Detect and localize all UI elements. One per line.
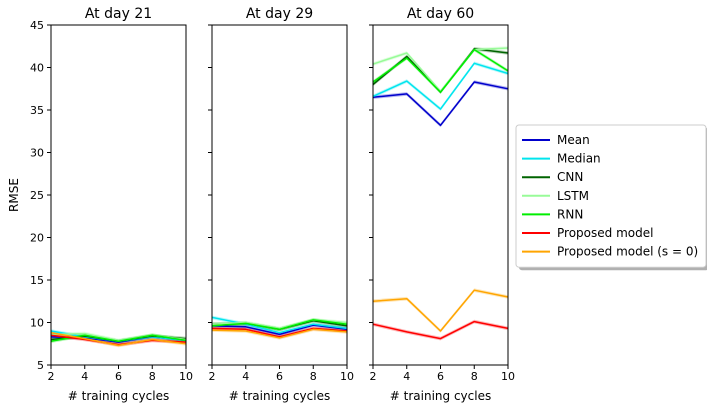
series-line — [211, 316, 348, 334]
x-tick-label: 10 — [340, 370, 354, 383]
series-band — [51, 331, 186, 343]
x-tick-label: 8 — [471, 370, 478, 383]
legend-label: CNN — [557, 170, 583, 184]
panel-1: At day 21 2 4 6 8 10 # training cycles 5 10 15 20 2… — [30, 6, 193, 403]
y-tick-label: 10 — [30, 317, 44, 330]
y-tick-label: 5 — [37, 359, 44, 372]
y-tick-label: 45 — [30, 19, 44, 32]
series-line — [372, 62, 509, 110]
x-tick-label: 4 — [403, 370, 410, 383]
series-group — [211, 315, 348, 340]
plot-frame — [50, 24, 187, 366]
y-tick-label: 20 — [30, 232, 44, 245]
y-axis-label: RMSE — [7, 178, 21, 212]
series-line — [211, 324, 348, 336]
series-line — [50, 331, 187, 347]
series-band — [373, 80, 508, 128]
y-tick-label: 35 — [30, 104, 44, 117]
legend-label: RNN — [557, 207, 583, 221]
x-tick-label: 2 — [48, 370, 55, 383]
x-axis-label: # training cycles — [68, 389, 169, 403]
series-line — [211, 327, 348, 338]
y-tick-label: 40 — [30, 62, 44, 75]
plot-frame — [211, 24, 348, 366]
legend-label: Proposed model (s = 0) — [557, 245, 698, 259]
x-tick-label: 10 — [501, 370, 515, 383]
legend-label: Proposed model — [557, 226, 653, 240]
legend-label: Mean — [557, 133, 590, 147]
panels-layer: At day 21 2 4 6 8 10 # training cycles 5 10 15 20 2… — [30, 6, 515, 403]
x-axis-label: # training cycles — [229, 389, 330, 403]
plot-frame — [372, 24, 509, 366]
series-group — [372, 46, 509, 341]
x-tick-label: 4 — [81, 370, 88, 383]
y-axis-label-group: RMSE — [7, 178, 21, 212]
x-axis-label: # training cycles — [390, 389, 491, 403]
y-tick-label: 25 — [30, 189, 44, 202]
x-tick-label: 8 — [149, 370, 156, 383]
panel-title: At day 21 — [85, 6, 152, 22]
series-line — [372, 81, 509, 127]
x-tick-label: 8 — [310, 370, 317, 383]
series-line — [211, 319, 348, 331]
x-tick-label: 4 — [242, 370, 249, 383]
x-tick-label: 6 — [437, 370, 444, 383]
series-line — [372, 48, 509, 93]
series-group — [50, 329, 187, 348]
y-tick-label: 15 — [30, 274, 44, 287]
legend-label: LSTM — [557, 189, 589, 203]
legend: Mean Median CNN LSTM RNN Proposed model Propos… — [515, 124, 707, 271]
y-tick-label: 30 — [30, 147, 44, 160]
x-tick-label: 6 — [115, 370, 122, 383]
panel-title: At day 60 — [407, 6, 474, 22]
legend-label: Median — [557, 152, 601, 166]
series-line — [372, 320, 509, 340]
series-line — [372, 289, 509, 332]
series-band — [373, 47, 508, 94]
x-tick-label: 2 — [370, 370, 377, 383]
x-tick-label: 2 — [209, 370, 216, 383]
series-line — [211, 328, 348, 339]
panel-3: At day 60 2 4 6 8 10 # training cycles — [369, 6, 515, 403]
x-tick-label: 6 — [276, 370, 283, 383]
panel-2: At day 29 2 4 6 8 10 # training cycles — [208, 6, 354, 403]
legend-box — [515, 124, 707, 268]
panel-title: At day 29 — [246, 6, 313, 22]
x-tick-label: 10 — [179, 370, 193, 383]
